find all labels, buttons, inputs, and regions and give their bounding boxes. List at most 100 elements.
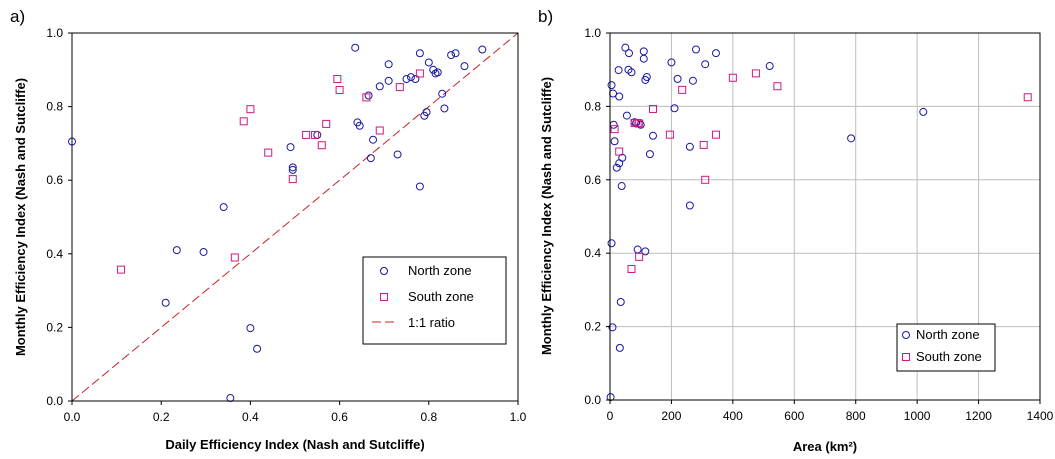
north-zone-point (639, 54, 648, 63)
legend-item-south-zone: South zone (902, 349, 982, 364)
panel-a-x-tick-labels: 0.0 0.2 0.4 0.6 0.8 1.0 (64, 401, 527, 424)
panel-a-x-axis-title: Daily Efficiency Index (Nash and Sutclif… (165, 437, 424, 452)
north-zone-point (606, 393, 615, 402)
legend-north-zone-label: North zone (916, 327, 980, 342)
south-zone-point (375, 126, 384, 135)
reference-line-1-1-ratio (71, 32, 519, 402)
legend-item-north-zone: North zone (380, 263, 472, 278)
x-tick-label: 1.0 (510, 410, 527, 424)
x-tick-label: 400 (723, 409, 743, 423)
y-tick-label: 0.4 (584, 246, 601, 260)
x-tick-label: 200 (661, 409, 681, 423)
panel-a-scatter-chart: a) 0.0 0.2 0.4 0.6 0.8 1.0 0.0 0.2 0.4 0.6 0.8 1.0… (10, 7, 527, 452)
south-zone-point (288, 175, 297, 184)
north-zone-point (438, 89, 447, 98)
north-zone-point (199, 247, 208, 256)
south-zone-point (117, 265, 126, 274)
south-zone-point (665, 130, 674, 139)
north-zone-point (246, 324, 255, 333)
north-zone-point (366, 154, 375, 163)
south-zone-point (395, 83, 404, 92)
legend-item-south-zone: South zone (380, 289, 474, 304)
series-north-zone (606, 43, 928, 402)
north-zone-point (384, 60, 393, 69)
north-zone-point (313, 130, 322, 139)
panel-b-label: b) (538, 7, 553, 26)
north-zone-point (701, 60, 710, 69)
north-zone-point (625, 49, 634, 58)
north-zone-point (919, 107, 928, 116)
north-zone-point (172, 246, 181, 255)
panel-b-plot-area-border (609, 32, 1041, 401)
south-zone-point (701, 175, 710, 184)
series-north-zone (68, 43, 487, 403)
panel-b-gridlines (610, 33, 1040, 400)
south-zone-point (322, 119, 331, 128)
south-zone-point (246, 105, 255, 114)
y-tick-label: 0.2 (46, 320, 63, 334)
north-zone-point (440, 104, 449, 113)
south-zone-point (633, 118, 642, 127)
north-zone-point (642, 73, 651, 82)
south-zone-point (773, 82, 782, 91)
x-tick-label: 600 (784, 409, 804, 423)
north-zone-point (478, 45, 487, 54)
x-tick-label: 0.8 (420, 410, 437, 424)
north-zone-point (393, 150, 402, 159)
north-zone-point (621, 43, 630, 52)
north-zone-point (286, 143, 295, 152)
y-tick-label: 0.2 (584, 320, 601, 334)
south-zone-point (302, 130, 311, 139)
panel-b-x-tick-labels: 0 200 400 600 800 1000 1200 1400 (607, 400, 1054, 423)
x-tick-label: 1200 (965, 409, 992, 423)
north-zone-point (667, 58, 676, 67)
north-zone-point (617, 182, 626, 191)
north-zone-point (375, 82, 384, 91)
south-zone-point (615, 147, 624, 156)
north-zone-point (369, 135, 378, 144)
panel-a-plot-area-border (71, 32, 519, 402)
south-zone-point (699, 140, 708, 149)
south-zone-point (751, 69, 760, 78)
south-zone-point (317, 141, 326, 150)
series-south-zone (610, 69, 1032, 273)
north-zone-point (253, 344, 262, 353)
north-zone-point (384, 76, 393, 85)
north-zone-point (641, 247, 650, 256)
north-zone-point (288, 165, 297, 174)
north-zone-point (711, 49, 720, 58)
legend-south-zone-marker (902, 353, 910, 361)
north-zone-point (610, 137, 619, 146)
south-zone-point (335, 86, 344, 95)
south-zone-point (1023, 93, 1032, 102)
north-zone-point (847, 134, 856, 143)
panel-a-y-tick-labels: 0.0 0.2 0.4 0.6 0.8 1.0 (46, 26, 72, 408)
south-zone-point (239, 117, 248, 126)
series-south-zone (117, 69, 424, 274)
y-tick-label: 0.0 (584, 393, 601, 407)
north-zone-point (460, 62, 469, 71)
south-zone-point (627, 264, 636, 273)
south-zone-point (333, 75, 342, 83)
north-zone-point (219, 203, 228, 212)
panel-b-scatter-chart: b) 0 200 400 600 800 1000 1200 1400 0.00.20.40.… (538, 7, 1054, 454)
legend-south-zone-label: South zone (408, 289, 474, 304)
legend-north-zone-marker (902, 331, 910, 339)
panel-b-y-tick-labels: 0.0 0.2 0.4 0.6 0.8 1.0 (584, 26, 610, 407)
x-tick-label: 0.4 (242, 410, 259, 424)
north-zone-point (451, 49, 460, 58)
north-zone-point (615, 343, 624, 352)
panel-a-legend: North zone South zone 1:1 ratio (362, 256, 507, 345)
y-tick-label: 0.6 (584, 173, 601, 187)
panel-b-legend: North zone South zone (896, 323, 996, 372)
south-zone-point (311, 130, 320, 139)
panel-a-label: a) (10, 7, 25, 26)
panel-b-y-axis-title: Monthly Efficiency Index (Nash and Sutcl… (539, 77, 554, 355)
legend-item-1-1-ratio: 1:1 ratio (372, 315, 455, 330)
north-zone-point (411, 75, 420, 83)
north-zone-point (612, 163, 621, 172)
north-zone-point (614, 66, 623, 75)
north-zone-point (364, 91, 373, 100)
y-tick-label: 0.8 (584, 99, 601, 113)
